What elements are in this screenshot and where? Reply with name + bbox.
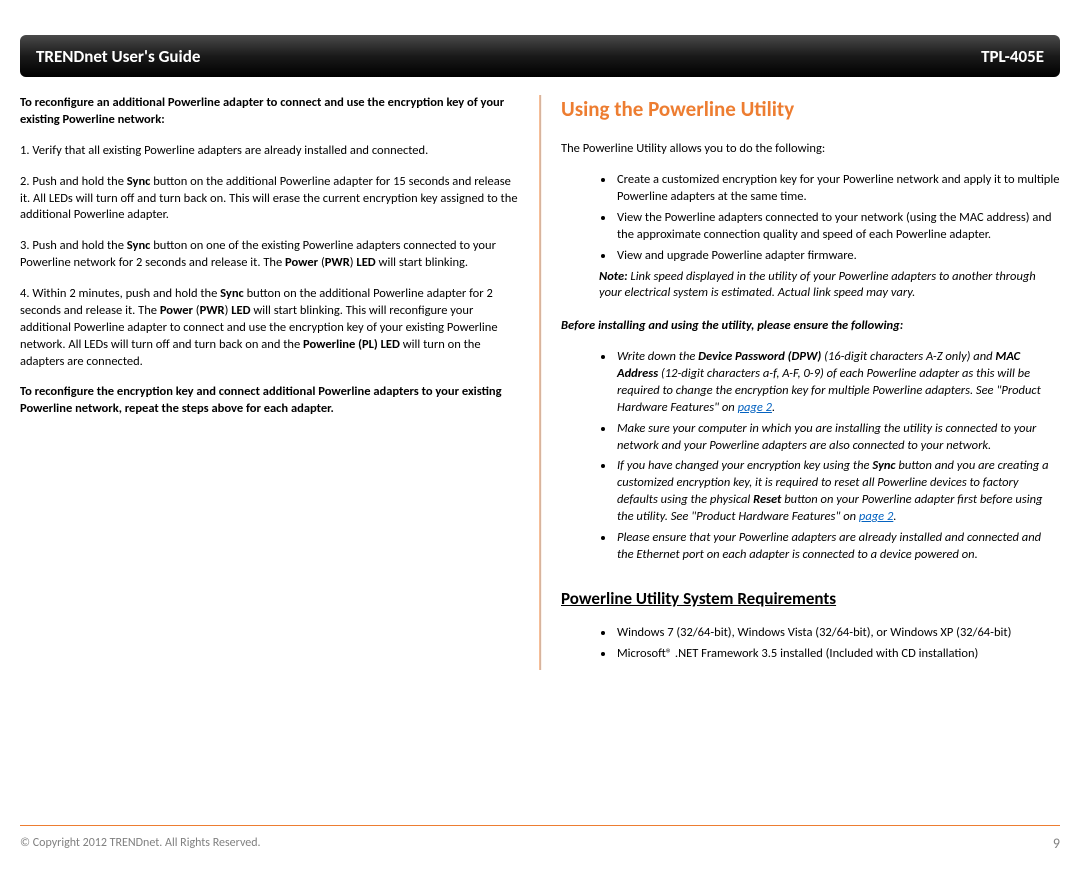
- before-bullet-1: Write down the Device Password (DPW) (16…: [615, 349, 1060, 417]
- before-bullets: Write down the Device Password (DPW) (16…: [561, 349, 1060, 564]
- right-column: Using the Powerline Utility The Powerlin…: [540, 95, 1060, 670]
- left-intro-2: To reconfigure the encryption key and co…: [20, 384, 520, 418]
- before-install-heading: Before installing and using the utility,…: [561, 318, 1060, 335]
- utility-note: Note: Link speed displayed in the utilit…: [597, 269, 1060, 303]
- left-step-3: 3. Push and hold the Sync button on one …: [20, 238, 520, 272]
- page-number: 9: [1053, 835, 1060, 852]
- header-title-right: TPL-405E: [981, 46, 1044, 67]
- utility-bullets: Create a customized encryption key for y…: [561, 172, 1060, 302]
- sys-req-heading: Powerline Utility System Requirements: [561, 588, 1060, 611]
- footer-divider: [20, 825, 1060, 826]
- link-page-2b[interactable]: page 2: [859, 509, 893, 524]
- left-step-4: 4. Within 2 minutes, push and hold the S…: [20, 286, 520, 370]
- left-column: To reconfigure an additional Powerline a…: [20, 95, 540, 670]
- sys-req-bullet-2: Microsoft® .NET Framework 3.5 installed …: [615, 646, 1060, 663]
- page-container: TRENDnet User's Guide TPL-405E To reconf…: [0, 35, 1080, 670]
- link-page-2a[interactable]: page 2: [738, 400, 772, 415]
- left-step-1: 1. Verify that all existing Powerline ad…: [20, 143, 520, 160]
- sys-req-bullets: Windows 7 (32/64-bit), Windows Vista (32…: [561, 625, 1060, 663]
- before-bullet-4: Please ensure that your Powerline adapte…: [615, 530, 1060, 564]
- utility-intro: The Powerline Utility allows you to do t…: [561, 141, 1060, 158]
- left-step-2: 2. Push and hold the Sync button on the …: [20, 174, 520, 225]
- before-bullet-2: Make sure your computer in which you are…: [615, 421, 1060, 455]
- footer: © Copyright 2012 TRENDnet. All Rights Re…: [20, 825, 1060, 851]
- utility-bullet-2: View the Powerline adapters connected to…: [615, 210, 1060, 244]
- before-bullet-3: If you have changed your encryption key …: [615, 458, 1060, 526]
- sys-req-bullet-1: Windows 7 (32/64-bit), Windows Vista (32…: [615, 625, 1060, 642]
- left-intro-1: To reconfigure an additional Powerline a…: [20, 95, 520, 129]
- footer-copyright: © Copyright 2012 TRENDnet. All Rights Re…: [20, 836, 261, 850]
- section-heading-utility: Using the Powerline Utility: [561, 95, 1060, 123]
- utility-bullet-3: View and upgrade Powerline adapter firmw…: [615, 248, 1060, 265]
- content-columns: To reconfigure an additional Powerline a…: [20, 95, 1060, 670]
- utility-bullet-1: Create a customized encryption key for y…: [615, 172, 1060, 206]
- header-bar: TRENDnet User's Guide TPL-405E: [20, 35, 1060, 77]
- header-title-left: TRENDnet User's Guide: [36, 46, 200, 67]
